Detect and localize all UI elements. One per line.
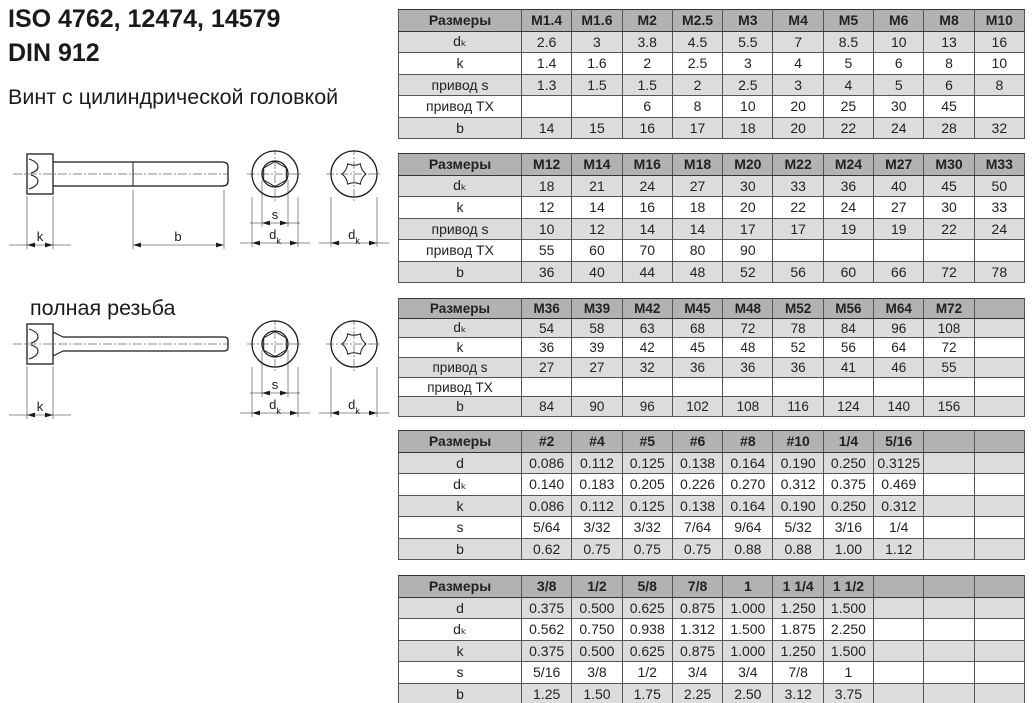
svg-text:k: k <box>37 399 44 414</box>
svg-text:k: k <box>37 229 44 244</box>
svg-text:s: s <box>272 207 279 222</box>
svg-text:b: b <box>174 229 181 244</box>
svg-text:s: s <box>272 377 279 392</box>
